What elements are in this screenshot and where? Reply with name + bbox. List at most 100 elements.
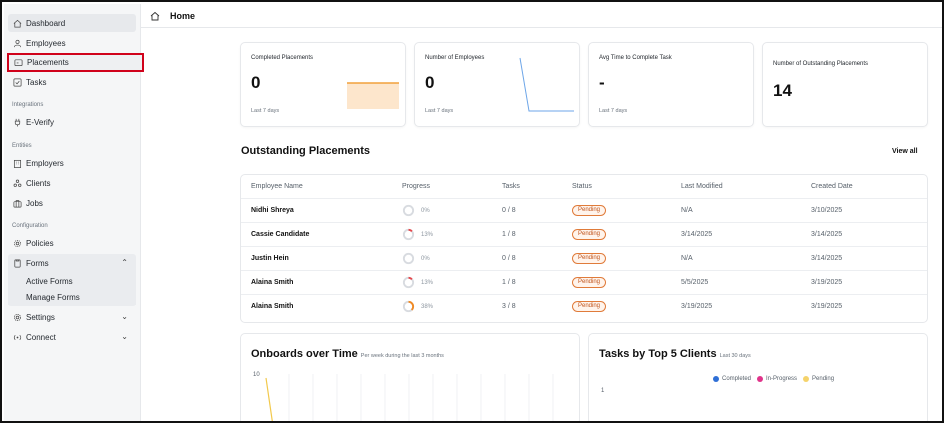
stat-card-number-of-employees[interactable]: Number of Employees 0 Last 7 days bbox=[414, 42, 580, 127]
panel-title: Onboards over Time Per week during the la… bbox=[251, 348, 444, 360]
view-all-link[interactable]: View all bbox=[892, 148, 918, 155]
home-icon[interactable] bbox=[150, 11, 160, 21]
section-heading-integrations: Integrations bbox=[12, 102, 44, 108]
card-label: Number of Outstanding Placements bbox=[773, 61, 869, 67]
tasks-count: 3 / 8 bbox=[502, 303, 516, 310]
chevron-down-icon: ⌄ bbox=[121, 312, 128, 321]
sidebar-item-dashboard[interactable]: Dashboard bbox=[8, 14, 136, 32]
card-value: 0 bbox=[251, 73, 261, 92]
status-badge: Pending bbox=[572, 229, 607, 240]
last-modified: 5/5/2025 bbox=[681, 279, 709, 286]
document-icon bbox=[12, 258, 22, 268]
sidebar-item-label: Employees bbox=[26, 38, 66, 48]
sidebar-item-policies[interactable]: Policies bbox=[8, 234, 136, 252]
sidebar-subitem-manage-forms[interactable]: Manage Forms bbox=[8, 290, 136, 305]
employee-name[interactable]: Cassie Candidate bbox=[251, 231, 310, 238]
legend-label[interactable]: Completed bbox=[722, 376, 752, 382]
card-label: Number of Employees bbox=[425, 55, 485, 61]
settings-icon bbox=[12, 312, 22, 322]
last-modified: 3/19/2025 bbox=[681, 303, 713, 310]
progress-percent: 38% bbox=[421, 303, 434, 310]
status-badge: Pending bbox=[572, 253, 607, 264]
sidebar-item-placements[interactable]: Placements bbox=[7, 53, 144, 72]
panel-title: Tasks by Top 5 Clients Last 30 days bbox=[599, 348, 751, 360]
sidebar-item-jobs[interactable]: Jobs bbox=[8, 194, 136, 212]
tasks-by-top-clients-panel: Tasks by Top 5 Clients Last 30 days Compl… bbox=[588, 333, 928, 421]
column-header[interactable]: Employee Name bbox=[251, 183, 303, 190]
legend-label[interactable]: Pending bbox=[812, 376, 835, 382]
sidebar-item-label: Policies bbox=[26, 238, 54, 248]
stat-card-number-of-outstanding-placements[interactable]: Number of Outstanding Placements 14 bbox=[762, 42, 928, 127]
stat-card-avg-time-to-complete-task[interactable]: Avg Time to Complete Task - Last 7 days bbox=[588, 42, 754, 127]
tasks-count: 1 / 8 bbox=[502, 279, 516, 286]
onboards-over-time-panel: Onboards over Time Per week during the la… bbox=[240, 333, 580, 421]
table-row[interactable]: Cassie Candidate 13% 1 / 8 Pending 3/14/2025… bbox=[241, 223, 927, 247]
user-icon bbox=[12, 38, 22, 48]
sidebar-item-everify[interactable]: E-Verify bbox=[8, 113, 136, 131]
briefcase-icon bbox=[12, 198, 22, 208]
table-row[interactable]: Justin Hein 0% 0 / 8 Pending N/A 3/14/2025 bbox=[241, 247, 927, 271]
progress-percent: 13% bbox=[421, 279, 434, 286]
sidebar-item-label: Placements bbox=[27, 58, 69, 67]
stat-card-completed-placements[interactable]: Completed Placements 0 Last 7 days bbox=[240, 42, 406, 127]
last-modified: 3/14/2025 bbox=[681, 231, 713, 238]
sidebar-subitem-active-forms[interactable]: Active Forms bbox=[8, 274, 136, 289]
card-label: Completed Placements bbox=[251, 55, 314, 61]
column-header[interactable]: Last Modified bbox=[681, 183, 723, 190]
top-bar: Home bbox=[141, 4, 942, 28]
sidebar-item-forms[interactable]: Forms ⌃ bbox=[8, 254, 136, 272]
employee-name[interactable]: Alaina Smith bbox=[251, 303, 294, 310]
progress-indicator: 38% bbox=[402, 300, 433, 313]
column-header[interactable]: Created Date bbox=[811, 183, 853, 190]
column-header[interactable]: Progress bbox=[402, 183, 431, 190]
column-header[interactable]: Status bbox=[572, 183, 592, 190]
chevron-down-icon: ⌄ bbox=[121, 332, 128, 341]
clients-icon bbox=[12, 178, 22, 188]
progress-percent: 13% bbox=[421, 231, 434, 238]
legend-dot-in-progress bbox=[757, 376, 764, 382]
gear-icon bbox=[12, 238, 22, 248]
sidebar-item-employers[interactable]: Employers bbox=[8, 154, 136, 172]
employee-name[interactable]: Alaina Smith bbox=[251, 279, 294, 286]
last-modified: N/A bbox=[681, 255, 693, 262]
created-date: 3/19/2025 bbox=[811, 279, 843, 286]
sidebar-item-label: E-Verify bbox=[26, 117, 55, 127]
progress-indicator: 0% bbox=[402, 204, 430, 217]
employee-name[interactable]: Justin Hein bbox=[251, 255, 289, 262]
y-axis-tick: 1 bbox=[601, 388, 605, 394]
y-axis-tick: 10 bbox=[253, 372, 260, 378]
checkbox-icon bbox=[12, 77, 22, 87]
card-label: Avg Time to Complete Task bbox=[599, 55, 672, 61]
progress-indicator: 0% bbox=[402, 252, 430, 265]
placement-icon bbox=[13, 58, 23, 68]
progress-percent: 0% bbox=[421, 255, 430, 262]
sidebar-item-settings[interactable]: Settings ⌄ bbox=[8, 308, 136, 326]
page-title: Home bbox=[170, 10, 196, 21]
progress-ring-icon bbox=[402, 300, 415, 313]
table-row[interactable]: Alaina Smith 38% 3 / 8 Pending 3/19/2025 3/19… bbox=[241, 295, 927, 319]
progress-ring-icon bbox=[402, 204, 415, 217]
tasks-count: 1 / 8 bbox=[502, 231, 516, 238]
sidebar: Dashboard Employees Placements Tasks Int… bbox=[4, 4, 144, 421]
created-date: 3/19/2025 bbox=[811, 303, 843, 310]
broadcast-icon bbox=[12, 332, 22, 342]
sidebar-item-connect[interactable]: Connect ⌄ bbox=[8, 328, 136, 346]
sidebar-item-label: Tasks bbox=[26, 77, 47, 87]
table-row[interactable]: Alaina Smith 13% 1 / 8 Pending 5/5/2025 3/19/… bbox=[241, 271, 927, 295]
legend-label[interactable]: In-Progress bbox=[766, 376, 798, 382]
progress-indicator: 13% bbox=[402, 228, 433, 241]
column-header[interactable]: Tasks bbox=[502, 183, 520, 190]
panel-title-text: Tasks by Top 5 Clients bbox=[599, 348, 717, 360]
table-row[interactable]: Nidhi Shreya 0% 0 / 8 Pending N/A 3/10/2025 bbox=[241, 199, 927, 223]
sidebar-item-clients[interactable]: Clients bbox=[8, 174, 136, 192]
status-badge: Pending bbox=[572, 301, 607, 312]
sidebar-item-employees[interactable]: Employees bbox=[8, 34, 136, 52]
tasks-count: 0 / 8 bbox=[502, 207, 516, 214]
created-date: 3/14/2025 bbox=[811, 255, 843, 262]
progress-ring-icon bbox=[402, 228, 415, 241]
section-heading-configuration: Configuration bbox=[12, 223, 48, 229]
section-title: Outstanding Placements bbox=[241, 145, 370, 157]
sidebar-item-tasks[interactable]: Tasks bbox=[8, 73, 136, 91]
employee-name[interactable]: Nidhi Shreya bbox=[251, 207, 294, 214]
sidebar-item-label: Connect bbox=[26, 332, 56, 342]
